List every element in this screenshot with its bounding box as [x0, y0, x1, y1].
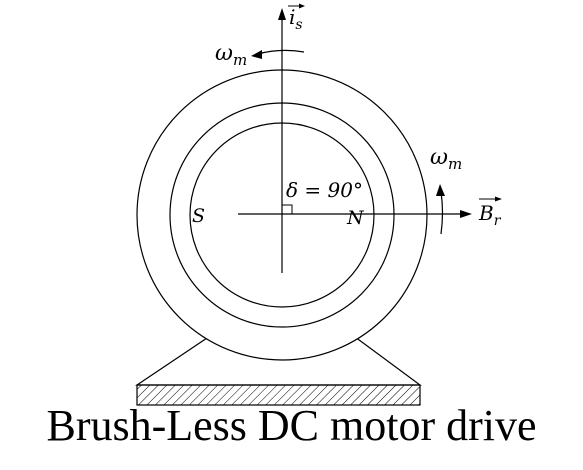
pole-north-label: N: [346, 207, 365, 229]
speed-arrow-top-head: [251, 50, 262, 59]
current-vector-label: is: [289, 5, 303, 33]
speed-arrow-right-head: [436, 184, 445, 196]
flux-vector-label: Br: [478, 201, 502, 229]
flux-vector-arrowhead: [460, 210, 472, 218]
diagram-caption: Brush-Less DC motor drive: [46, 401, 537, 450]
current-vector-overline-head: [299, 3, 305, 9]
flux-vector-overline-head: [495, 196, 502, 202]
right-angle-marker: [282, 204, 293, 214]
speed-arrow-top: [257, 49, 305, 55]
angle-label: δ = 90°: [286, 178, 363, 202]
mount-base-hatched: [136, 384, 421, 406]
speed-label-top: ωm: [215, 41, 247, 69]
speed-label-right: ωm: [430, 145, 462, 173]
pole-south-label: S: [192, 205, 205, 227]
speed-arrow-right: [440, 191, 444, 235]
current-vector-arrowhead: [278, 8, 286, 20]
